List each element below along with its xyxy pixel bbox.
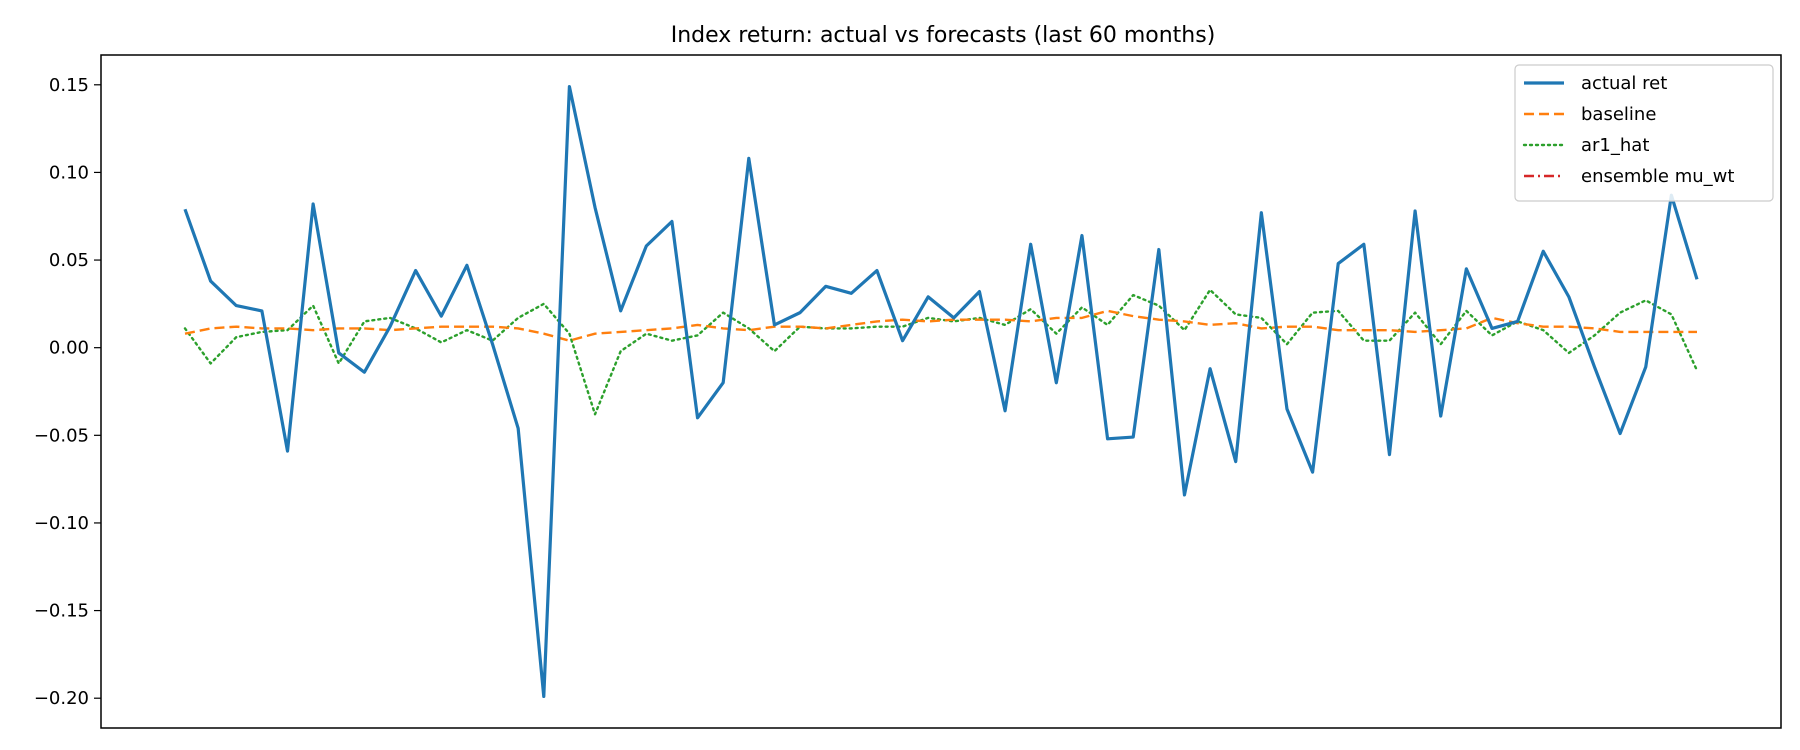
y-tick-label: 0.10 xyxy=(49,162,89,183)
legend-label: actual ret xyxy=(1581,73,1667,94)
series-line-baseline xyxy=(184,309,1697,342)
legend-box xyxy=(1514,64,1774,202)
y-tick-label: −0.20 xyxy=(34,688,89,709)
y-tick-label: −0.10 xyxy=(34,513,89,534)
y-tick-label: 0.00 xyxy=(49,338,89,359)
axes: 0.15 0.10 0.05 0.00 −0.05 −0.10 −0.15 −0.20 xyxy=(34,54,1782,729)
y-tick-label: 0.15 xyxy=(49,75,89,96)
series-line-ar1-hat xyxy=(183,288,1699,416)
series-line-actual-ret xyxy=(183,84,1699,699)
plot-area xyxy=(183,84,1699,699)
y-tick-label: 0.05 xyxy=(49,250,89,271)
legend: actual ret baseline ar1_hat ensemble mu_wt xyxy=(1514,64,1774,202)
chart-title: Index return: actual vs forecasts (last … xyxy=(671,23,1216,48)
y-tick-label: −0.05 xyxy=(34,425,89,446)
legend-label: ensemble mu_wt xyxy=(1581,166,1734,187)
legend-label: ar1_hat xyxy=(1581,135,1649,156)
axes-frame xyxy=(100,54,1782,729)
legend-label: baseline xyxy=(1581,104,1656,125)
y-tick-label: −0.15 xyxy=(34,601,89,622)
